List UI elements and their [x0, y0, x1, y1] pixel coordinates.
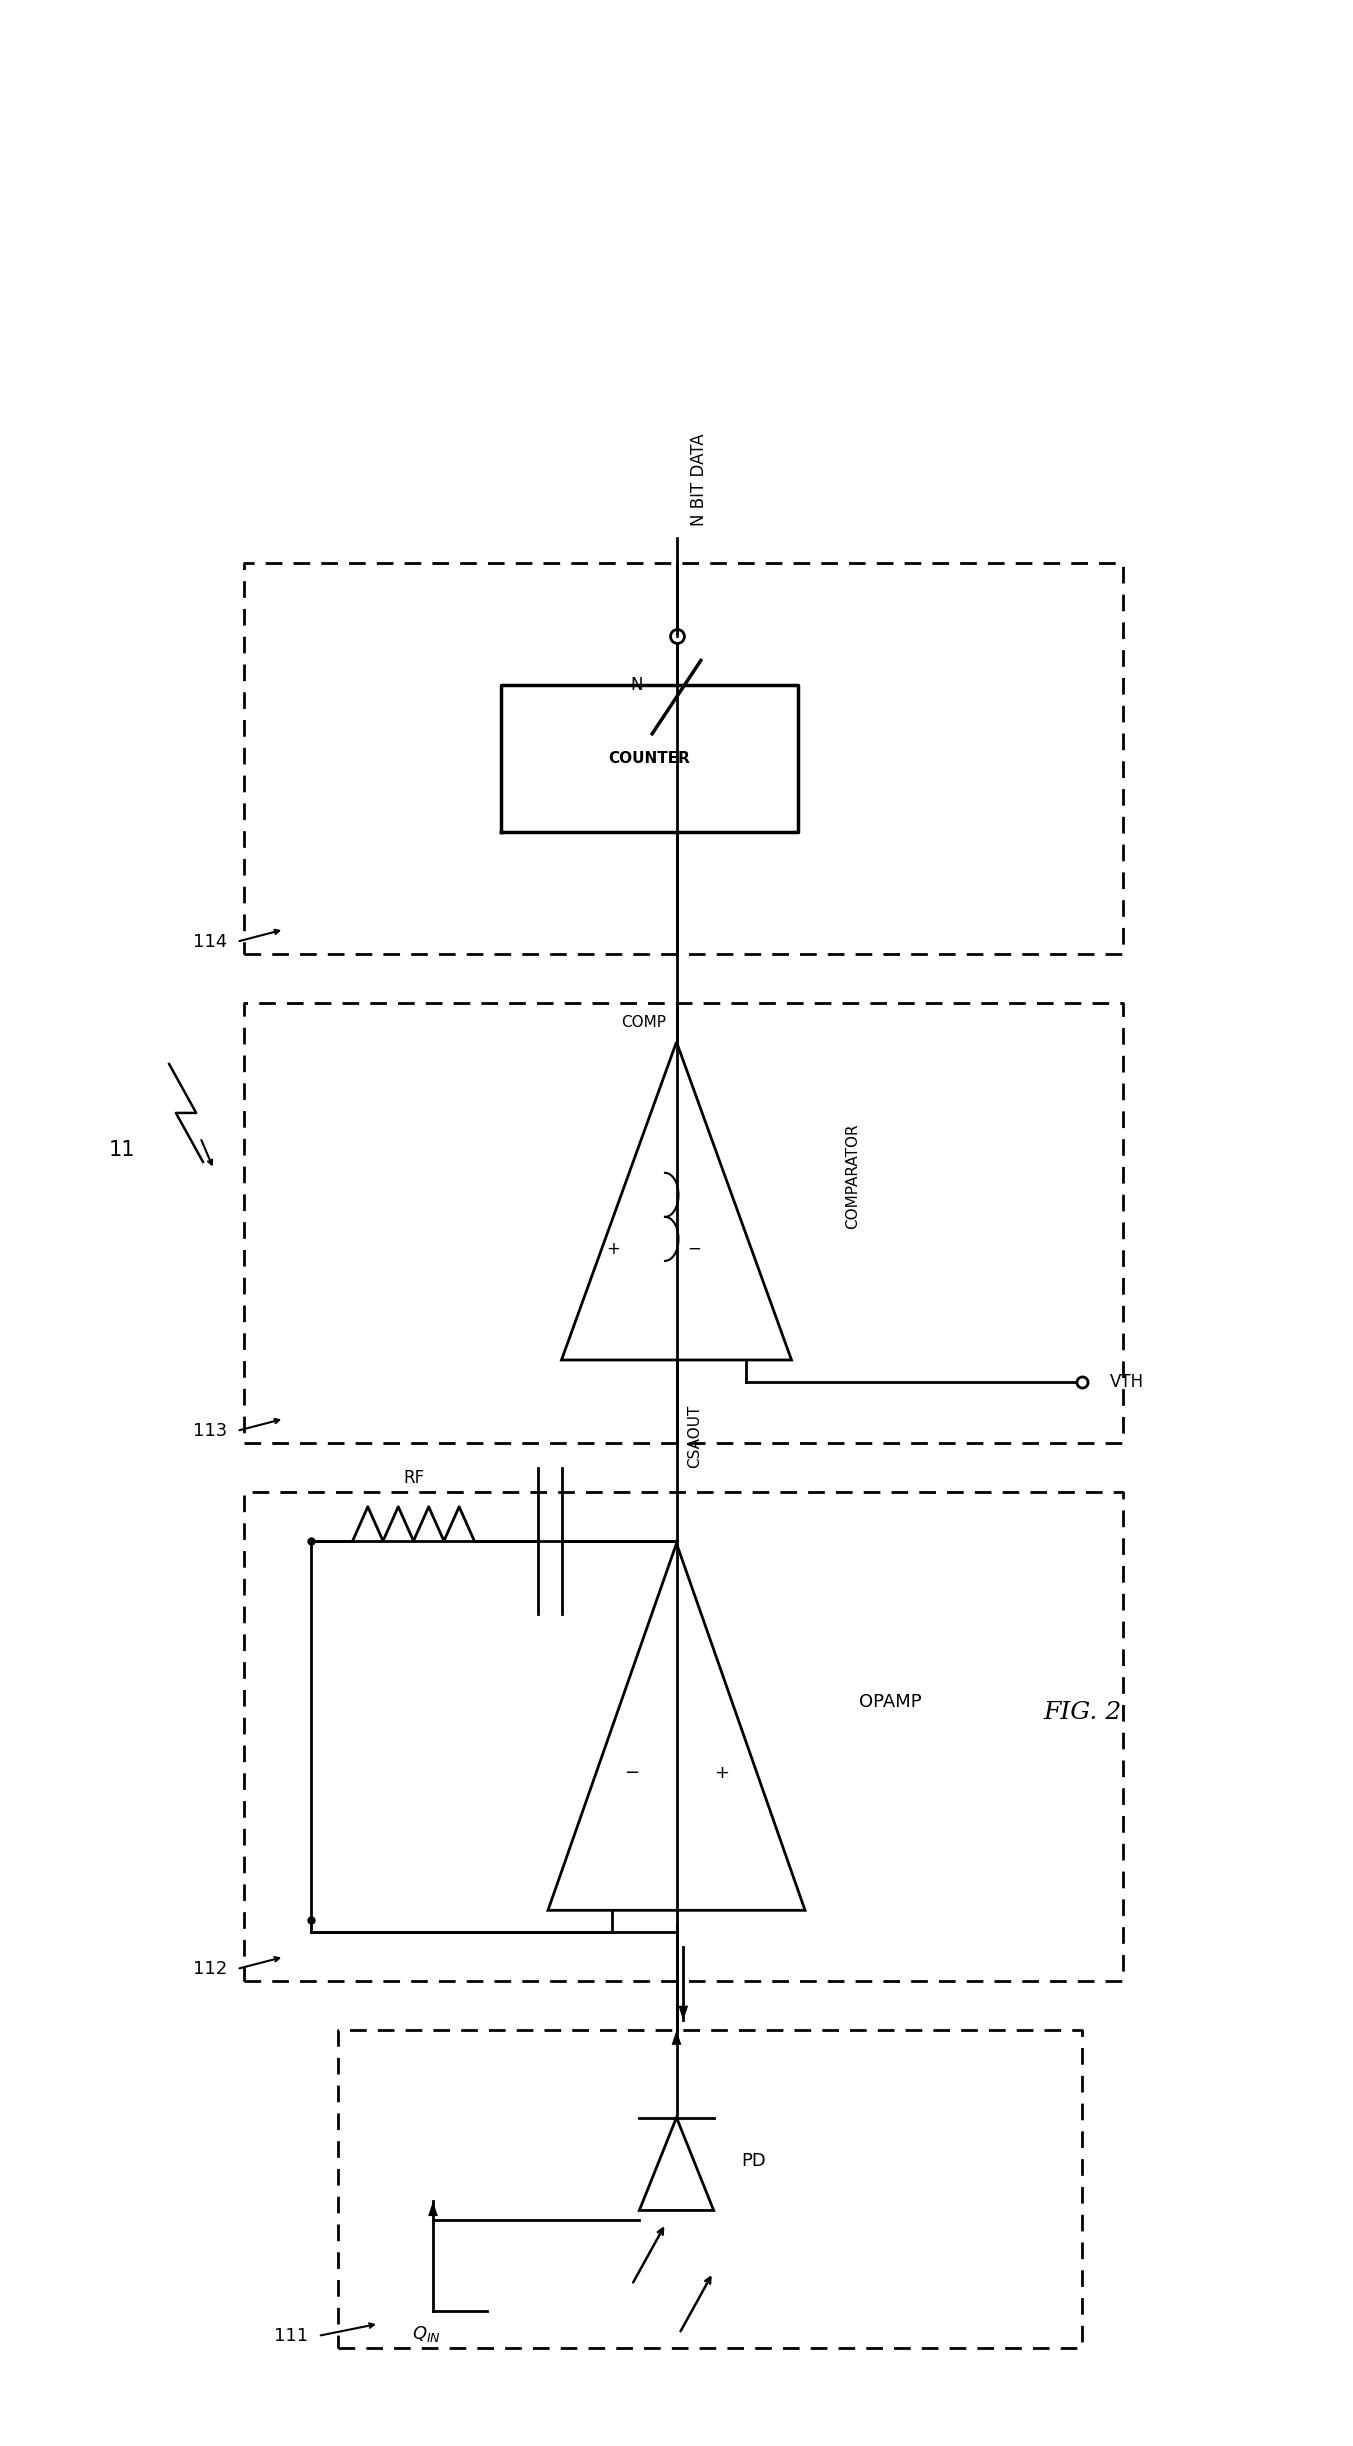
Text: COUNTER: COUNTER [609, 751, 690, 766]
Text: VTH: VTH [1109, 1372, 1143, 1392]
Polygon shape [428, 2201, 438, 2216]
Text: +: + [606, 1240, 620, 1257]
Text: FIG. 2: FIG. 2 [1043, 1700, 1122, 1724]
Text: −: − [624, 1764, 639, 1781]
Text: N BIT DATA: N BIT DATA [690, 433, 708, 526]
Text: COMPARATOR: COMPARATOR [846, 1123, 861, 1230]
Text: RF: RF [403, 1470, 423, 1487]
Text: 114: 114 [192, 932, 227, 951]
Text: 113: 113 [192, 1421, 227, 1441]
Polygon shape [671, 2030, 682, 2045]
Text: CSAOUT: CSAOUT [687, 1404, 702, 1468]
Text: N: N [630, 675, 643, 695]
Text: 112: 112 [192, 1959, 227, 1979]
Text: $Q_{IN}$: $Q_{IN}$ [411, 2324, 441, 2343]
Text: 11: 11 [108, 1140, 135, 1159]
Text: PD: PD [741, 2152, 766, 2170]
Text: OPAMP: OPAMP [859, 1693, 921, 1712]
Text: COMP: COMP [621, 1015, 666, 1030]
Text: 111: 111 [273, 2326, 308, 2346]
Text: −: − [687, 1240, 701, 1257]
Text: +: + [714, 1764, 729, 1781]
Polygon shape [678, 2006, 689, 2020]
